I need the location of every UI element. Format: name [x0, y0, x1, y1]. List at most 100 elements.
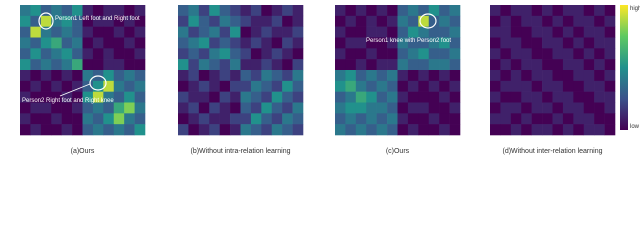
heatmap-cell — [271, 80, 283, 92]
heatmap-cell — [407, 113, 419, 125]
heatmap-cell — [552, 48, 564, 60]
heatmap-cell — [573, 26, 585, 38]
heatmap-cell — [61, 113, 73, 125]
heatmap-cell — [124, 26, 135, 38]
heatmap-cell — [510, 102, 522, 114]
heatmap-cell — [92, 80, 104, 92]
heatmap-cell — [531, 113, 543, 125]
heatmap-cell — [521, 70, 532, 82]
heatmap-cell — [209, 80, 220, 92]
heatmap-cell — [366, 102, 377, 114]
heatmap-cell — [61, 102, 73, 114]
heatmap-cell — [219, 5, 231, 17]
heatmap-cell — [219, 26, 231, 38]
heatmap-cell — [439, 124, 450, 136]
heatmap-cell — [366, 59, 377, 71]
heatmap-cell — [124, 37, 135, 49]
highlight — [38, 12, 54, 30]
heatmap-cell — [40, 113, 52, 125]
heatmap-cell — [542, 91, 553, 103]
heatmap-cell — [103, 113, 115, 125]
heatmap-cell — [418, 5, 430, 17]
heatmaps — [20, 5, 616, 136]
heatmap-cell — [178, 37, 189, 49]
heatmap-cell — [240, 59, 252, 71]
heatmap-cell — [345, 59, 357, 71]
heatmap-cell — [250, 59, 262, 71]
heatmap-cell — [261, 5, 273, 17]
colorbar — [620, 5, 628, 130]
heatmap-cell — [397, 124, 409, 136]
panel-caption: (d)Without inter-relation learning — [503, 148, 603, 155]
heatmap-cell — [240, 48, 252, 60]
heatmap-cell — [72, 15, 83, 27]
heatmap-cell — [103, 59, 115, 71]
heatmap-cell — [428, 48, 440, 60]
heatmap-cell — [72, 59, 83, 71]
heatmap-cell — [30, 124, 42, 136]
heatmap-cell — [594, 70, 605, 82]
heatmap-cell — [292, 26, 304, 38]
heatmap-cell — [134, 48, 146, 60]
heatmap-cell — [51, 80, 62, 92]
heatmap-cell — [604, 48, 616, 60]
heatmap-cell — [271, 102, 283, 114]
heatmap-cell — [198, 102, 210, 114]
heatmap-cell — [562, 91, 574, 103]
heatmap-cell — [198, 70, 210, 82]
heatmap-cell — [573, 113, 585, 125]
heatmap-cell — [20, 5, 31, 17]
heatmap-cell — [188, 91, 200, 103]
heatmap-cell — [407, 124, 419, 136]
heatmap-cell — [240, 102, 252, 114]
heatmap-cell — [573, 80, 585, 92]
heatmap-cell — [407, 102, 419, 114]
heatmap-cell — [261, 124, 273, 136]
heatmap-cell — [583, 91, 595, 103]
heatmap-cell — [20, 59, 31, 71]
heatmap-cell — [261, 48, 273, 60]
heatmap-cell — [355, 124, 367, 136]
heatmap-cell — [72, 91, 83, 103]
heatmap-cell — [345, 91, 357, 103]
heatmap-cell — [449, 5, 461, 17]
heatmap-cell — [219, 113, 231, 125]
heatmap-cell — [418, 124, 430, 136]
heatmap-cell — [583, 102, 595, 114]
heatmap-cell — [188, 113, 200, 125]
heatmap-cell — [261, 26, 273, 38]
heatmap-cell — [345, 37, 357, 49]
heatmap-cell — [407, 5, 419, 17]
heatmap-cell — [594, 5, 605, 17]
heatmap-cell — [531, 91, 543, 103]
heatmap-cell — [113, 59, 125, 71]
heatmap-cell — [604, 37, 616, 49]
heatmap-cell — [271, 70, 283, 82]
heatmap-cell — [542, 124, 553, 136]
heatmap-cell — [271, 5, 283, 17]
heatmap-cell — [92, 59, 104, 71]
heatmap-cell — [51, 59, 62, 71]
heatmap-cell — [20, 113, 31, 125]
heatmap-cell — [82, 102, 94, 114]
heatmap-cell — [124, 124, 135, 136]
heatmap-cell — [562, 26, 574, 38]
heatmap-cell — [397, 70, 409, 82]
heatmap-cell — [261, 37, 273, 49]
heatmap-cell — [92, 15, 104, 27]
heatmap-cell — [292, 37, 304, 49]
heatmap-cell — [500, 15, 512, 27]
heatmap-cell — [594, 26, 605, 38]
heatmap-cell — [198, 80, 210, 92]
heatmap-cell — [113, 5, 125, 17]
heatmap-cell — [134, 113, 146, 125]
heatmap-cell — [113, 48, 125, 60]
heatmap-cell — [271, 59, 283, 71]
heatmap-cell — [387, 80, 398, 92]
heatmap-cell — [30, 91, 42, 103]
heatmap-cell — [428, 70, 440, 82]
heatmap-cell — [178, 59, 189, 71]
heatmap-cell — [542, 70, 553, 82]
heatmap-cell — [198, 91, 210, 103]
heatmap-cell — [439, 26, 450, 38]
